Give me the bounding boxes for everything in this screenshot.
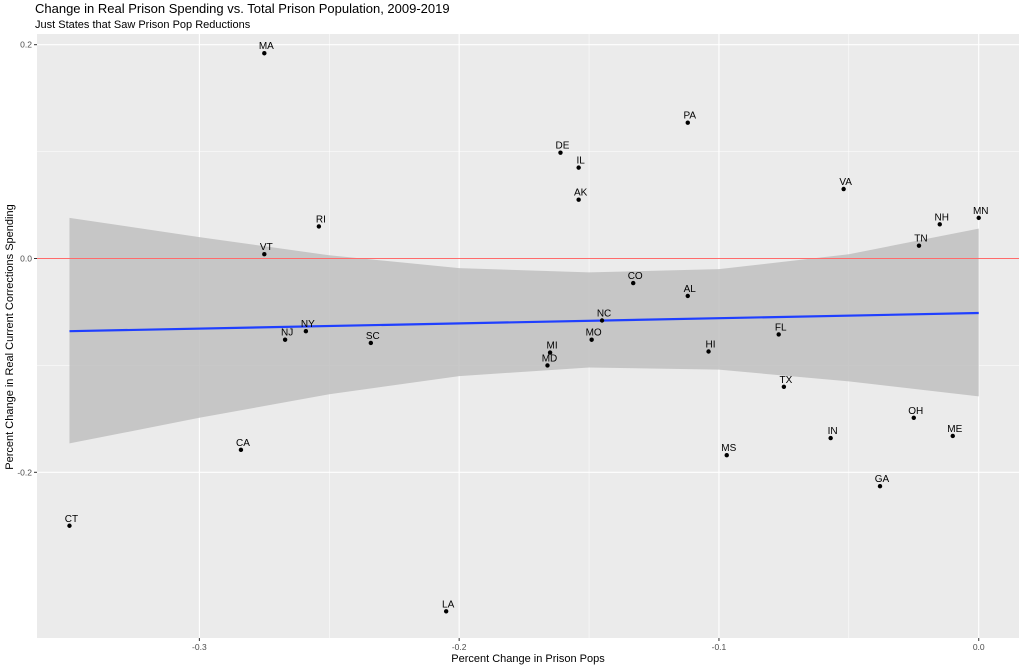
data-point-nc [599,318,605,323]
chart-subtitle: Just States that Saw Prison Pop Reductio… [35,19,251,31]
confidence-band [69,217,979,444]
point-label-ak: AK [574,188,588,199]
data-point-vt [262,252,267,257]
data-points: MA PA DE IL VA AK MN NH RI TN VT CO AL NC NY FL NJ MO SC MI… [65,41,989,614]
point-label-tn: TN [914,234,927,245]
point-label-va: VA [839,177,852,188]
data-point-al [685,293,690,299]
point-label-mi: MI [547,341,558,352]
y-tick-label: 0.0 [20,253,32,263]
x-tick-label: -0.3 [192,642,207,652]
x-axis-ticks: -0.3 -0.2 -0.1 0.0 [192,638,985,652]
data-point-ri [316,224,322,229]
chart-title: Change in Real Prison Spending vs. Total… [35,1,450,16]
data-point-nj [282,337,288,342]
data-point-ak [576,197,581,202]
data-point-de [558,150,563,155]
point-label-hi: HI [706,340,716,351]
y-tick-label: 0.2 [20,40,32,50]
data-point-tx [781,384,787,389]
point-label-ca: CA [236,438,250,449]
data-point-hi [706,349,711,354]
x-tick-label: -0.1 [712,642,727,652]
point-label-fl: FL [775,322,787,333]
point-label-nc: NC [597,308,611,319]
point-label-me: ME [947,424,962,435]
x-tick-label: -0.2 [452,642,467,652]
point-label-mo: MO [586,328,602,339]
point-label-mn: MN [973,206,989,217]
data-point-ga [877,483,883,489]
point-label-pa: PA [683,111,696,122]
point-label-ma: MA [259,41,274,52]
point-label-ct: CT [65,514,78,525]
point-label-tx: TX [780,375,793,386]
regression-line [69,311,979,333]
data-point-il [576,165,581,170]
data-point-mi [547,350,553,355]
data-point-md [545,363,550,368]
x-tick-label: 0.0 [973,642,985,652]
data-point-tn [916,243,922,248]
data-point-fl [776,332,781,337]
x-axis-title: Percent Change in Prison Pops [451,653,605,665]
trend-line [69,311,979,333]
data-point-ca [238,447,244,453]
point-label-al: AL [684,284,697,295]
data-point-ny [303,328,309,334]
point-label-il: IL [576,156,585,167]
data-point-co [631,280,636,286]
data-point-sc [368,340,374,346]
point-label-ri: RI [316,214,326,225]
data-point-mn [976,215,981,221]
data-point-oh [911,415,916,420]
point-label-nj: NJ [281,328,293,339]
data-point-ms [724,452,729,458]
point-label-ny: NY [301,319,315,330]
point-label-ms: MS [721,443,736,454]
confidence-band-area [69,217,979,444]
data-point-mo [589,337,594,342]
point-label-sc: SC [366,331,380,342]
point-label-md: MD [542,353,558,364]
point-label-de: DE [556,141,570,152]
data-point-va [841,186,846,192]
y-tick-label: -0.2 [17,467,32,477]
point-label-la: LA [442,599,455,610]
point-label-vt: VT [260,242,273,253]
point-label-in: IN [828,426,838,437]
point-label-nh: NH [935,212,949,223]
y-axis-title: Percent Change in Real Current Correctio… [4,204,16,469]
data-point-ct [67,523,72,528]
y-axis-ticks: 0.2 0.0 -0.2 [17,40,37,477]
data-point-la [443,609,449,614]
point-label-ga: GA [875,474,890,485]
data-point-pa [685,120,690,125]
data-point-me [950,433,955,439]
point-label-co: CO [628,271,643,282]
data-point-in [828,435,833,441]
point-label-oh: OH [908,406,923,417]
data-point-ma [262,51,267,56]
data-point-nh [937,222,942,227]
